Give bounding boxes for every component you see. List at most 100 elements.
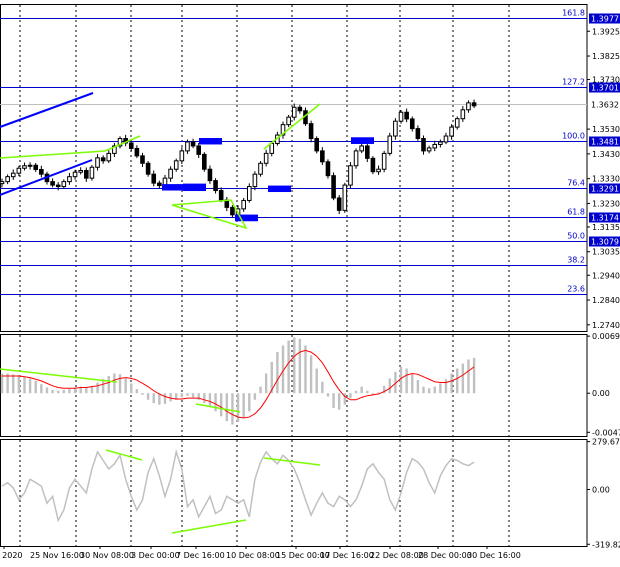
candle-body [151, 173, 157, 184]
x-tick-label: 15 Dec 00:00 [276, 551, 330, 560]
divergence-line-2 [171, 199, 248, 230]
fib-price-badge [589, 236, 620, 247]
macd-histogram-bar [248, 393, 251, 412]
candle-body [241, 199, 246, 210]
candle-body [348, 165, 353, 186]
candle-body [280, 124, 286, 136]
macd-histogram-bar [169, 393, 172, 402]
macd-histogram-bar [107, 375, 110, 394]
macd-histogram-bar [28, 378, 32, 394]
candle-body [157, 182, 162, 187]
candle-body [168, 168, 173, 179]
macd-histogram-bar [309, 355, 313, 394]
macd-histogram-bar [304, 345, 307, 394]
candle-body [308, 123, 314, 140]
x-tick-label: 7 Dec 16:00 [176, 551, 225, 560]
macd-histogram-bar [343, 393, 347, 405]
candle-body [10, 172, 16, 178]
candle-body [213, 180, 218, 192]
candle-body [134, 147, 140, 157]
zone-1 [162, 184, 185, 191]
candle-body [145, 162, 151, 175]
macd-histogram-bar [416, 380, 420, 394]
zone-4 [268, 185, 291, 193]
macd-histogram-bar [349, 393, 352, 399]
fib-ratio-label: 76.4 [567, 179, 585, 188]
fib-price-label: 1.3481 [591, 138, 619, 147]
y-tick-label: 1.3135 [592, 223, 620, 232]
candle-body [376, 168, 381, 173]
candle-body [415, 128, 421, 140]
macd-histogram-bar [444, 379, 448, 394]
y-tick-label: 1.2940 [592, 271, 620, 280]
macd-histogram-bar [40, 384, 43, 394]
fib-price-label: 1.3701 [591, 84, 619, 93]
macd-histogram-bar [354, 390, 358, 394]
macd-histogram-bar [191, 393, 195, 398]
candle-body [443, 135, 449, 143]
candle-body [207, 168, 213, 182]
candle-body [140, 155, 145, 164]
cci-tick-label: 279.6732 [592, 438, 620, 447]
macd-histogram-bar [439, 383, 442, 394]
candle-body [190, 141, 196, 147]
candle-body [78, 169, 83, 173]
macd-signal-line [2, 349, 475, 419]
y-tick-label: 1.2840 [592, 296, 620, 305]
macd-histogram-bar [467, 359, 470, 394]
macd-histogram-bar [96, 382, 99, 394]
x-tick-label: 28 Dec 00:00 [418, 551, 472, 560]
macd-histogram-bar [6, 373, 9, 394]
candle-body [84, 169, 89, 179]
candle-body [112, 145, 117, 154]
candle-body [100, 157, 106, 162]
y-tick-label: 1.3430 [592, 150, 620, 159]
macd-histogram-bar [225, 393, 228, 422]
fib-ratio-label: 50.0 [567, 232, 585, 241]
fib-price-badge [589, 82, 620, 93]
macd-histogram-bar [146, 393, 150, 400]
candle-body [387, 135, 393, 154]
macd-tick-label: 0.00694 [592, 332, 620, 341]
candle-body [173, 160, 179, 170]
candle-body [202, 153, 207, 170]
macd-histogram-bar [253, 393, 257, 400]
candle-body [106, 152, 112, 162]
candle-body [27, 164, 33, 167]
candle-body [55, 184, 61, 188]
macd-histogram-bar [158, 393, 161, 405]
macd-histogram-bar [360, 386, 363, 394]
macd-histogram-bar [214, 393, 217, 412]
macd-histogram-bar [79, 386, 82, 394]
candle-body [72, 171, 78, 178]
fib-price-badge [589, 212, 620, 223]
macd-histogram-bar [90, 385, 94, 394]
candle-body [409, 118, 415, 130]
y-tick-label: 1.3825 [592, 52, 620, 61]
pane-frame-2 [0, 334, 588, 437]
candle-body [342, 184, 348, 211]
macd-histogram-bar [57, 390, 60, 394]
macd-histogram-bar [231, 393, 234, 425]
candle-body [67, 176, 72, 183]
candle-body [404, 111, 409, 120]
fib-ratio-label: 161.8 [562, 9, 585, 18]
macd-histogram-bar [399, 366, 403, 394]
fib-ratio-label: 61.8 [567, 208, 585, 217]
candle-body [471, 102, 477, 107]
macd-histogram-bar [259, 386, 262, 394]
macd-histogram-bar [338, 393, 341, 410]
macd-histogram-bar [281, 345, 285, 394]
macd-histogram-bar [366, 390, 369, 394]
macd-histogram-bar [62, 389, 66, 394]
y-tick-label: 1.3230 [592, 199, 620, 208]
macd-histogram-bar [0, 373, 4, 394]
macd-histogram-bar [405, 368, 408, 394]
current-price-badge [588, 99, 620, 110]
candle-body [353, 150, 359, 167]
fib-price-badge [589, 13, 620, 24]
macd-histogram-bar [293, 337, 296, 394]
macd-histogram-bar [197, 393, 200, 400]
candle-body [128, 142, 134, 149]
macd-histogram-bar [180, 393, 184, 398]
